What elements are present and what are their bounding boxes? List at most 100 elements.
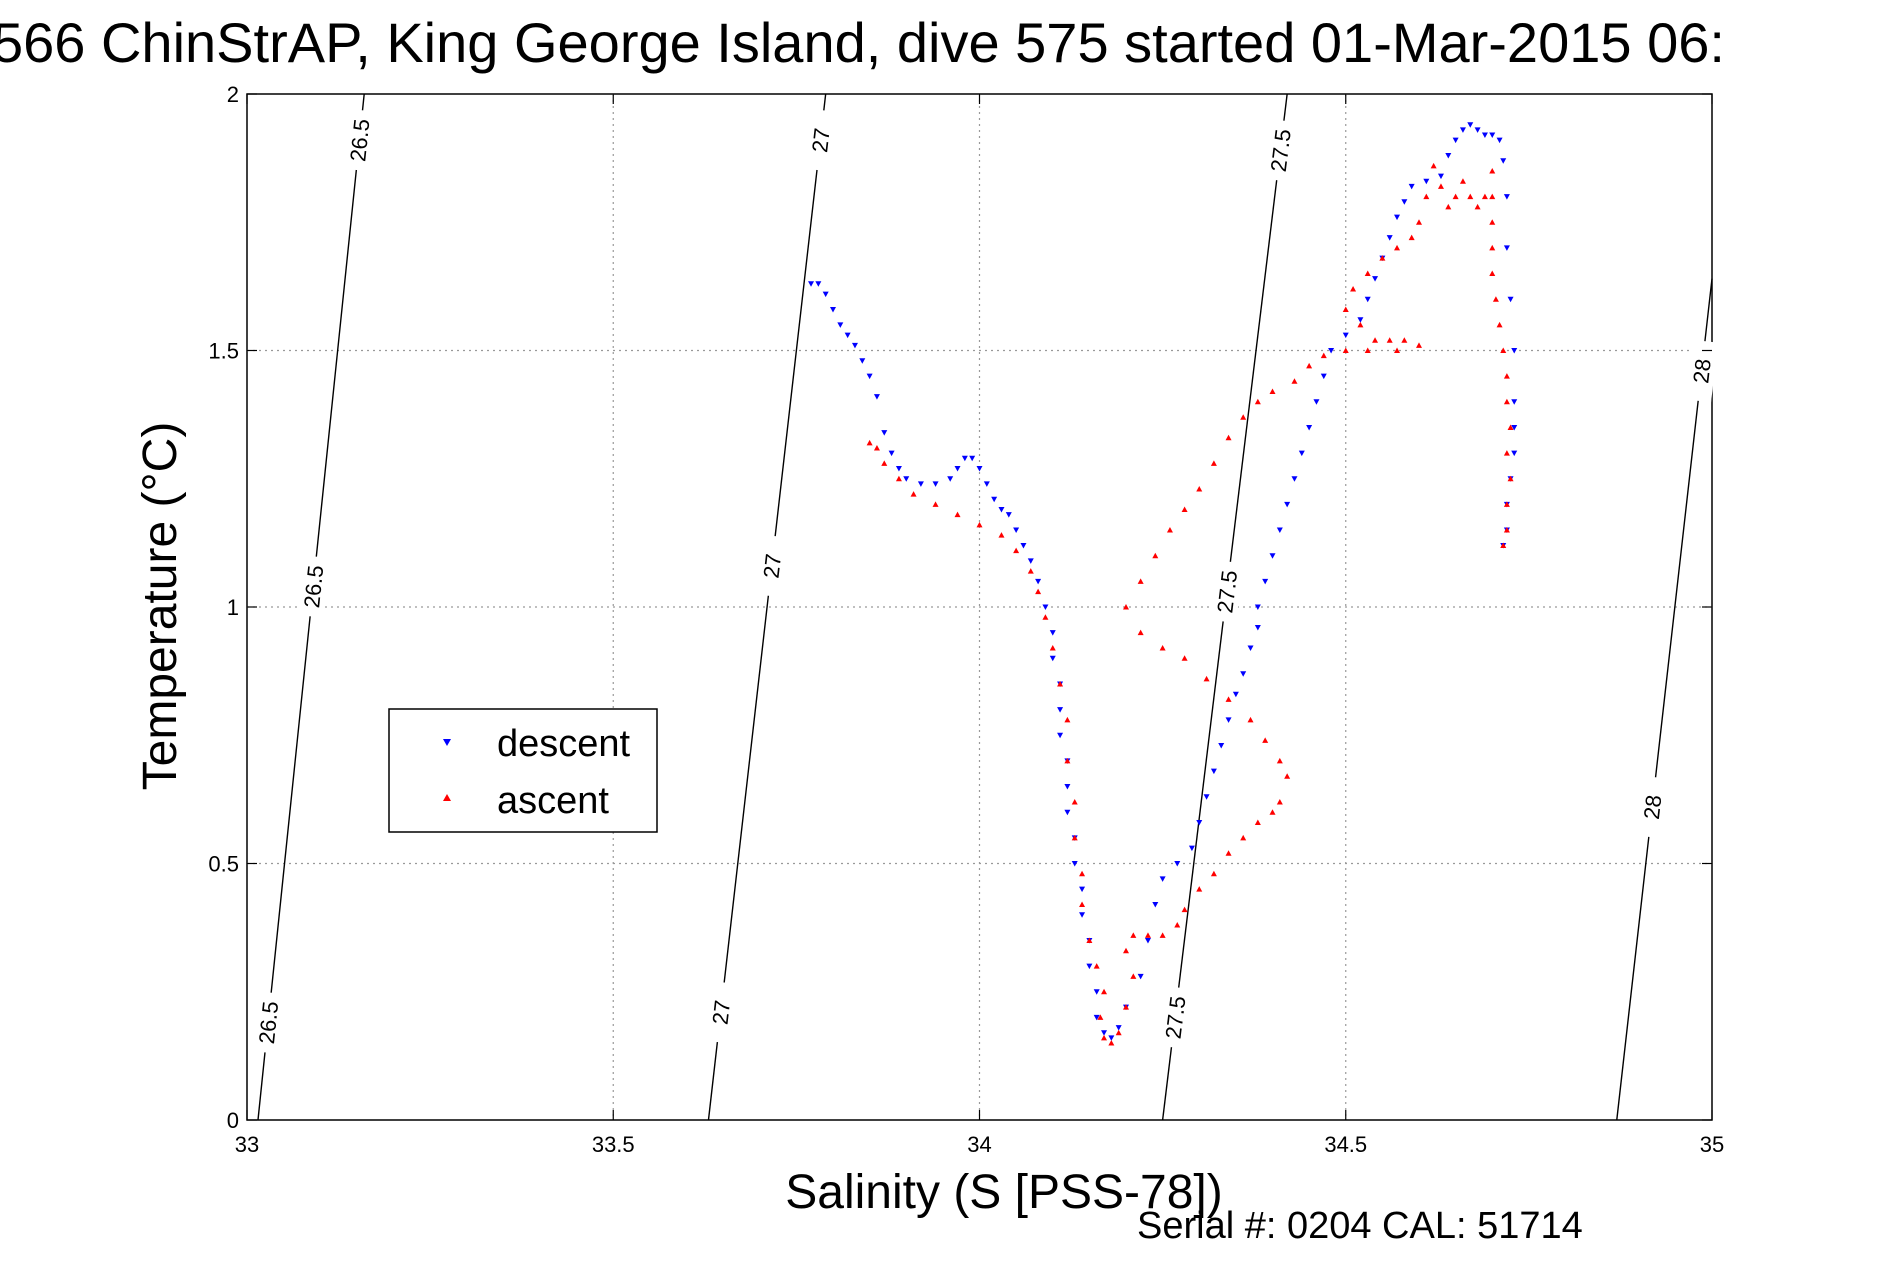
descent-point: [1071, 861, 1078, 867]
descent-point: [1137, 973, 1144, 980]
ascent-point: [1452, 193, 1459, 200]
ascent-point: [1108, 1040, 1115, 1046]
ascent-point: [1445, 203, 1452, 210]
descent-point: [1013, 527, 1020, 534]
descent-point: [1298, 450, 1305, 457]
ascent-point: [1123, 604, 1129, 610]
y-tick-label: 1.5: [208, 339, 239, 364]
ascent-point: [1320, 352, 1327, 359]
descent-point: [1049, 630, 1056, 636]
ascent-point: [1159, 932, 1166, 938]
descent-point: [1500, 158, 1507, 164]
descent-point: [1057, 732, 1064, 739]
density-contour-label: 27.5: [1266, 128, 1296, 174]
ascent-point: [1240, 834, 1247, 841]
ascent-point: [1196, 486, 1203, 492]
legend: descent ascent: [388, 708, 658, 833]
descent-point: [1437, 173, 1444, 180]
density-contour-label: 27: [758, 552, 786, 579]
y-tick-label: 0.5: [208, 852, 239, 877]
ascent-point: [1500, 542, 1507, 548]
ascent-point: [1430, 162, 1437, 169]
contour-label-mask: [297, 555, 330, 618]
ascent-point: [1489, 167, 1496, 174]
legend-ascent-marker: [443, 794, 451, 801]
ascent-point: [1342, 306, 1349, 312]
density-contour-label: 27: [807, 127, 835, 154]
ascent-point: [1093, 963, 1100, 969]
ascent-point: [1489, 219, 1496, 225]
ascent-point: [1372, 337, 1379, 343]
descent-point: [1496, 137, 1503, 144]
descent-point: [1144, 937, 1151, 944]
descent-point: [1320, 373, 1327, 380]
density-contour-line: [707, 93, 827, 1121]
descent-point: [1357, 317, 1364, 323]
ascent-point: [1507, 424, 1514, 430]
descent-point: [1086, 963, 1093, 970]
contour-label-mask: [704, 980, 738, 1044]
ascent-point: [1042, 614, 1049, 620]
descent-point: [1328, 348, 1335, 354]
descent-point: [1386, 235, 1393, 241]
grid-lines: [247, 94, 1712, 1120]
descent-point: [837, 322, 844, 328]
ascent-point: [1181, 906, 1188, 913]
ascent-point: [1503, 373, 1510, 379]
contour-label-mask: [1685, 339, 1718, 403]
descent-point: [1364, 296, 1371, 303]
ascent-point: [1115, 1029, 1122, 1036]
descent-point: [1159, 876, 1166, 882]
descent-point: [1507, 296, 1514, 303]
ascent-point: [1130, 973, 1137, 979]
ascent-point: [1097, 1014, 1104, 1020]
ascent-point: [1467, 193, 1474, 200]
chart-title: 566 ChinStrAP, King George Island, dive …: [0, 11, 1725, 74]
ascent-point: [1130, 932, 1137, 938]
descent-point: [917, 481, 924, 487]
legend-descent-label: descent: [497, 723, 631, 765]
serial-cal-footer: Serial #: 0204 CAL: 51714: [1137, 1205, 1583, 1247]
x-tick-label: 34: [967, 1132, 991, 1157]
ascent-point: [1174, 922, 1181, 928]
ascent-point: [1240, 414, 1247, 420]
ascent-point: [1489, 244, 1496, 251]
ascent-point: [1057, 680, 1064, 687]
descent-point: [1064, 809, 1071, 816]
descent-point: [954, 465, 961, 472]
density-contour-label: 28: [1639, 794, 1667, 821]
descent-point: [983, 481, 990, 487]
descent-point: [866, 373, 873, 380]
ascent-point: [998, 532, 1005, 538]
descent-point: [947, 476, 954, 482]
ascent-point: [1291, 378, 1298, 384]
contour-label-mask: [1635, 775, 1669, 839]
x-tick-label: 34.5: [1324, 1132, 1367, 1157]
ascent-point: [1064, 757, 1071, 764]
descent-point: [808, 281, 815, 287]
descent-point: [1005, 512, 1012, 518]
density-contour-label: 26.5: [345, 118, 374, 163]
ascent-point: [1481, 193, 1488, 200]
ascent-point: [1503, 501, 1510, 507]
ascent-point: [1500, 347, 1507, 353]
ascent-point: [1071, 798, 1078, 805]
ascent-point: [1489, 270, 1496, 277]
ascent-point: [1123, 1004, 1129, 1010]
ascent-point: [1101, 988, 1108, 995]
ascent-point: [873, 444, 880, 451]
descent-point: [1064, 784, 1071, 790]
ascent-point: [1276, 757, 1283, 764]
descent-point: [1093, 989, 1100, 995]
descent-point: [998, 507, 1005, 513]
descent-point: [976, 465, 983, 472]
ascent-point: [1210, 870, 1217, 877]
descent-point: [1196, 819, 1203, 826]
descent-point: [1232, 691, 1239, 698]
descent-point: [873, 394, 880, 400]
ascent-point: [1101, 1034, 1108, 1041]
descent-point: [1503, 245, 1510, 251]
descent-point: [1511, 424, 1518, 431]
ascent-point: [1364, 347, 1371, 353]
contour-label-mask: [755, 534, 789, 598]
